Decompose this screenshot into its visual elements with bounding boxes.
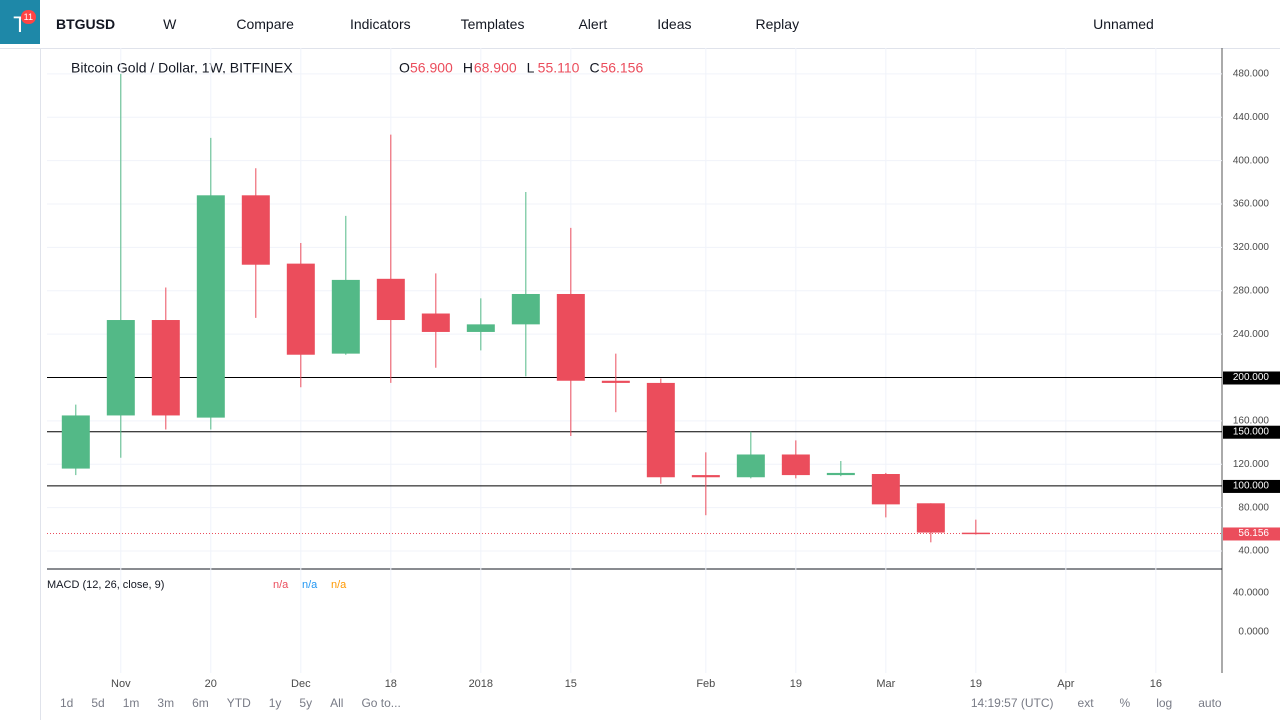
x-tick-label: 19: [790, 678, 802, 690]
option-button[interactable]: %: [1119, 696, 1131, 710]
macd-value: n/a: [273, 579, 289, 591]
candle-body: [781, 454, 810, 476]
last-price-label: 56.156: [1238, 528, 1269, 539]
ohlc-value: 55.110: [538, 60, 580, 76]
macd-tick-label: 40.0000: [1233, 588, 1270, 599]
x-tick-label: 18: [385, 678, 397, 690]
clock[interactable]: 14:19:57 (UTC): [970, 696, 1054, 710]
candle-body: [376, 278, 405, 321]
level-label: 200.000: [1233, 372, 1270, 383]
y-tick-label: 280.000: [1233, 285, 1270, 296]
candle-body: [421, 313, 450, 332]
x-tick-label: Feb: [696, 678, 715, 690]
x-tick-label: 15: [565, 678, 577, 690]
y-tick-label: 40.000: [1238, 546, 1269, 557]
candle-body: [511, 293, 540, 325]
toolbar-item[interactable]: Alert: [578, 16, 608, 32]
range-button[interactable]: 5y: [299, 696, 313, 710]
candle-body: [691, 475, 720, 478]
y-tick-label: 480.000: [1233, 68, 1270, 79]
toolbar-item[interactable]: Templates: [460, 16, 525, 32]
option-button[interactable]: ext: [1077, 696, 1094, 710]
range-button[interactable]: YTD: [226, 696, 251, 710]
candle-body: [871, 474, 900, 505]
option-button[interactable]: log: [1156, 696, 1173, 710]
bottom-bar: 1d 5d 1m 3m 6m YTD 1y 5y All Go to... 14:19:57 (UT…: [40, 693, 1280, 713]
candle-body: [286, 263, 315, 355]
level-label-box: [1223, 371, 1280, 385]
candle-body: [331, 279, 360, 354]
x-tick-label: Apr: [1057, 678, 1074, 690]
x-tick-label: Mar: [876, 678, 895, 690]
ohlc-letter: O: [399, 60, 410, 76]
option-button[interactable]: auto: [1198, 696, 1222, 710]
level-label-box: [1223, 479, 1280, 493]
candle-body: [916, 503, 945, 533]
candle-body: [466, 324, 495, 332]
x-tick-label: Dec: [291, 678, 311, 690]
chart: Bitcoin Gold / Dollar, 1W, BITFINEX MACD…: [47, 48, 1280, 690]
y-tick-label: 80.000: [1238, 502, 1269, 513]
ohlc-letter: L: [527, 60, 535, 76]
y-tick-label: 360.000: [1233, 199, 1270, 210]
toolbar-item[interactable]: Indicators: [349, 16, 411, 32]
badge: 11: [20, 10, 36, 24]
drawing-toolbar: [0, 48, 41, 720]
toolbar-item[interactable]: Compare: [236, 16, 294, 32]
y-tick-label: 400.000: [1233, 155, 1270, 166]
candle-body: [826, 472, 855, 476]
y-tick-label: 160.000: [1233, 416, 1270, 427]
top-toolbar: T 11 BTGUSD W Compare Indicators Template…: [0, 0, 1280, 49]
range-button[interactable]: 1m: [122, 696, 140, 710]
candle-body: [151, 320, 180, 416]
y-tick-label: 320.000: [1233, 242, 1270, 253]
range-button[interactable]: 5d: [91, 696, 105, 710]
ohlc-letter: H: [463, 60, 473, 76]
ohlc-value: 56.900: [410, 60, 453, 76]
macd-tick-label: 0.0000: [1238, 627, 1269, 638]
candle-body: [601, 380, 630, 383]
level-label: 150.000: [1233, 426, 1270, 437]
range-button[interactable]: 1d: [60, 696, 74, 710]
x-tick-label: 16: [1150, 678, 1162, 690]
range-button[interactable]: All: [330, 696, 344, 710]
last-price-box: [1223, 527, 1280, 541]
candle-body: [556, 293, 585, 381]
x-tick-label: 19: [970, 678, 982, 690]
level-label-box: [1223, 425, 1280, 439]
candle-body: [646, 382, 675, 478]
x-tick-label: Nov: [111, 678, 131, 690]
macd-title: MACD (12, 26, close, 9): [47, 579, 164, 591]
chart-title: Bitcoin Gold / Dollar, 1W, BITFINEX: [71, 60, 293, 76]
symbol[interactable]: BTGUSD: [56, 16, 116, 32]
ohlc-value: 68.900: [474, 60, 517, 76]
macd-value: n/a: [331, 579, 347, 591]
toolbar-item[interactable]: Replay: [755, 16, 800, 32]
range-button[interactable]: 3m: [157, 696, 175, 710]
range-button[interactable]: Go to...: [361, 696, 401, 710]
y-tick-label: 440.000: [1233, 112, 1270, 123]
ohlc-value: 56.156: [600, 60, 643, 76]
y-tick-label: 240.000: [1233, 329, 1270, 340]
x-tick-label: 20: [205, 678, 217, 690]
toolbar-item[interactable]: Ideas: [657, 16, 692, 32]
candle-body: [241, 195, 270, 265]
ohlc-letter: C: [589, 60, 599, 76]
interval[interactable]: W: [163, 16, 177, 32]
layout-name[interactable]: Unnamed: [1093, 16, 1154, 32]
range-button[interactable]: 6m: [192, 696, 209, 710]
candle-body: [196, 195, 225, 418]
macd-value: n/a: [302, 579, 318, 591]
candle-body: [961, 532, 990, 535]
x-tick-label: 2018: [469, 678, 493, 690]
candle-body: [61, 415, 90, 469]
candle-body: [736, 454, 765, 478]
candle-body: [106, 320, 135, 416]
range-button[interactable]: 1y: [268, 696, 282, 710]
y-tick-label: 120.000: [1233, 459, 1270, 470]
logo[interactable]: T 11: [0, 0, 40, 44]
level-label: 100.000: [1233, 481, 1270, 492]
